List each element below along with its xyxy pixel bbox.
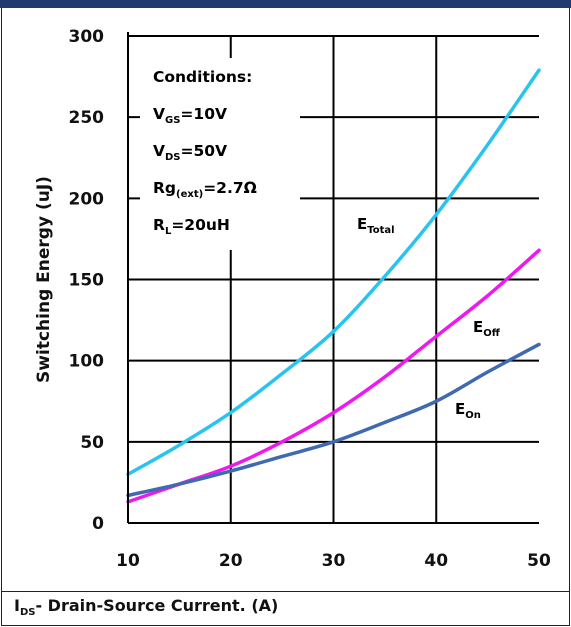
series-line-e-total <box>126 68 541 477</box>
x-tick-label: 50 <box>527 551 551 571</box>
x-axis-label-main: I <box>14 596 20 615</box>
y-tick-label: 100 <box>69 352 105 372</box>
conditions-box <box>140 58 300 250</box>
series-label-e-off: EOff <box>473 318 501 339</box>
x-tick-label: 30 <box>322 551 346 571</box>
series-line-e-on <box>126 342 541 498</box>
conditions-background <box>140 58 300 250</box>
y-tick-label: 300 <box>69 27 105 47</box>
footer-divider <box>1 591 570 592</box>
series-lines <box>126 68 541 504</box>
condition-line: RL=20uH <box>153 216 230 237</box>
y-tick-label: 200 <box>69 189 105 209</box>
x-axis-label-rest: - Drain-Source Current. (A) <box>35 596 279 615</box>
axes <box>127 32 539 524</box>
series-label-e-on: EOn <box>455 400 481 421</box>
condition-line: VGS=10V <box>153 105 227 126</box>
y-tick-label: 150 <box>69 271 105 291</box>
x-tick-label: 10 <box>116 551 140 571</box>
header-bar <box>0 0 571 8</box>
y-axis-label: Switching Energy (uJ) <box>34 176 54 383</box>
x-tick-label: 40 <box>424 551 448 571</box>
y-tick-label: 250 <box>69 108 105 128</box>
x-tick-label: 20 <box>219 551 243 571</box>
condition-line: VDS=50V <box>153 142 227 163</box>
chart-border <box>1 8 570 626</box>
series-label-e-total: ETotal <box>357 215 395 236</box>
x-axis-label-sub: DS <box>19 607 36 619</box>
y-tick-label: 50 <box>80 433 104 453</box>
conditions-title: Conditions: <box>153 68 252 86</box>
labels: 10 20 30 40 50 0 50 100 150 200 250 300 Switching En… <box>34 27 551 571</box>
condition-line: Rg(ext)=2.7Ω <box>153 179 257 200</box>
y-tick-label: 0 <box>92 514 104 534</box>
x-axis-label: IDS- Drain-Source Current. (A) <box>14 596 278 618</box>
